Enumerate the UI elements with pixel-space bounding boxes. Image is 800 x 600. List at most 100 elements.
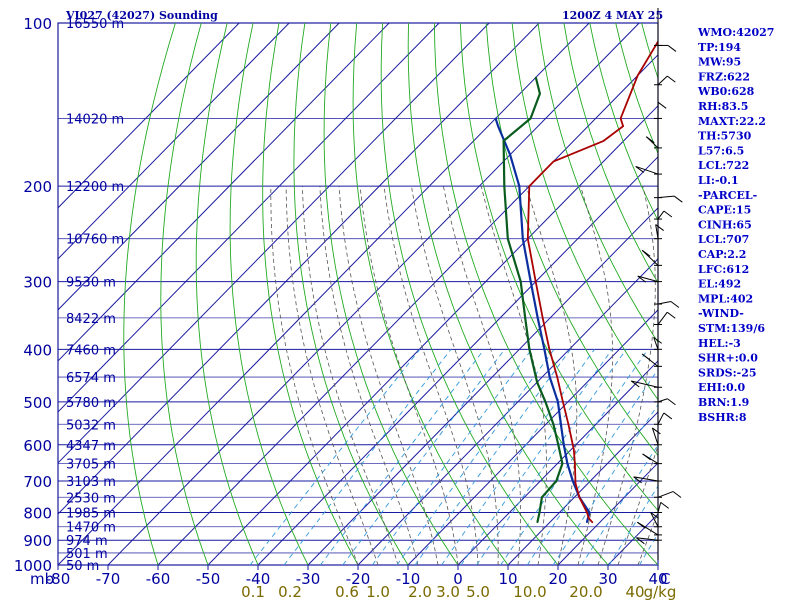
- temperature-tick-label: -70: [96, 570, 121, 588]
- temperature-point: [563, 444, 565, 446]
- wind-barb-feather: [667, 75, 676, 83]
- mixing-ratio-label: 0.6: [335, 583, 359, 600]
- temperature-point: [497, 125, 499, 127]
- wind-barb-shaft: [657, 311, 668, 325]
- parcel-point: [548, 348, 551, 351]
- temperature-point: [560, 423, 562, 426]
- mixing-ratio-label: g/kg: [644, 583, 677, 600]
- wind-barb-shaft: [657, 301, 672, 305]
- wind-barb-shaft: [650, 512, 659, 527]
- dewpoint-point: [519, 280, 522, 283]
- parcel-point: [552, 160, 555, 163]
- wind-barb-feather: [663, 412, 673, 420]
- dewpoint-point: [555, 480, 558, 482]
- sounding-index: EHI:0.0: [698, 381, 745, 394]
- wind-barb-feather: [657, 101, 667, 109]
- wind-barb-feather: [641, 249, 651, 257]
- sounding-index: CINH:65: [698, 218, 752, 231]
- dewpoint-trace: [502, 77, 564, 523]
- dry-adiabat-line: [323, 23, 459, 565]
- parcel-point: [591, 521, 594, 524]
- temperature-tick-label: -80: [46, 570, 71, 588]
- moist-adiabats: [270, 186, 658, 565]
- wind-barbs: [630, 8, 683, 560]
- isotherm-line: [307, 207, 659, 566]
- wind-barb-feather: [636, 537, 645, 545]
- wind-barb-shaft: [657, 412, 665, 425]
- isotherm-line: [57, 22, 590, 566]
- mixing-ratio-lines: [249, 349, 658, 565]
- sounding-index: TP:194: [698, 41, 741, 54]
- moist-adiabat-line: [480, 186, 547, 565]
- wind-barb-shaft: [657, 398, 668, 403]
- isotherm-line: [557, 462, 659, 566]
- dewpoint-point: [561, 462, 564, 465]
- height-label: 1470 m: [66, 521, 116, 536]
- parcel-point: [619, 117, 622, 120]
- wind-barb-shaft: [657, 491, 674, 498]
- temperature-tick-label: 0: [453, 570, 463, 588]
- dewpoint-point: [544, 401, 547, 403]
- mixing-ratio-label: 40: [625, 583, 644, 600]
- temperature-tick-label: 10: [498, 570, 517, 588]
- mixing-ratio-line: [249, 349, 421, 565]
- dewpoint-point: [536, 381, 538, 384]
- mixing-ratio-line: [441, 349, 595, 565]
- wind-barb-feather: [633, 476, 642, 484]
- temperature-tick-label: -40: [246, 570, 271, 588]
- mixing-ratio-label: 3.0: [436, 583, 460, 600]
- moist-adiabat-line: [443, 186, 521, 565]
- height-label: 2530 m: [66, 491, 116, 506]
- temperature-point: [509, 153, 511, 156]
- wind-barb-feather: [663, 210, 673, 218]
- pressure-tick-label: 400: [23, 341, 52, 359]
- parcel-point: [541, 317, 544, 319]
- moist-adiabat-line: [319, 186, 419, 565]
- sounding-index: WMO:42027: [697, 26, 774, 39]
- dewpoint-point: [528, 348, 531, 351]
- sounding-index: LCL:722: [698, 159, 749, 172]
- temperature-point: [588, 511, 591, 514]
- isotherm-line: [57, 22, 340, 311]
- sounding-index: BSHR:8: [698, 411, 747, 424]
- wind-barb-feather: [637, 275, 647, 283]
- mixing-ratio-line: [581, 444, 658, 565]
- moist-adiabat-line: [285, 186, 379, 565]
- dry-adiabats: [123, 23, 658, 565]
- wind-barb-feather: [674, 195, 683, 203]
- mixing-ratio-label: 0.2: [278, 583, 302, 600]
- height-label: 14020 m: [66, 112, 124, 127]
- height-label: 12200 m: [66, 180, 124, 195]
- dewpoint-point: [524, 317, 526, 319]
- height-label: 6574 m: [66, 371, 116, 386]
- wind-barb-feather: [641, 353, 651, 361]
- height-label: 7460 m: [66, 343, 116, 358]
- dry-adiabat-line: [229, 23, 309, 565]
- height-label: 974 m: [66, 534, 108, 549]
- mixing-ratio-label: 1.0: [366, 583, 390, 600]
- wind-barb-shaft: [653, 337, 659, 350]
- sounding-index: FRZ:622: [698, 70, 750, 83]
- dewpoint-point: [503, 185, 506, 187]
- temperature-point: [536, 317, 539, 319]
- height-label: 4347 m: [66, 439, 116, 454]
- moist-adiabat-line: [302, 186, 399, 565]
- sounding-index: WB0:628: [697, 85, 755, 98]
- temperature-point: [566, 462, 569, 465]
- sounding-index: SRDS:-25: [698, 366, 757, 379]
- temperature-point: [522, 237, 524, 240]
- mixing-ratio-label: 10.0: [513, 583, 546, 600]
- sounding-index: SHR+:0.0: [698, 352, 758, 365]
- parcel-point: [622, 125, 624, 127]
- dewpoint-point: [535, 76, 537, 79]
- wind-barb-shaft: [655, 224, 659, 239]
- dry-adiabat-line: [407, 23, 609, 565]
- mixing-ratio-label: 0.1: [241, 583, 265, 600]
- parcel-point: [567, 423, 570, 426]
- isotherm-line: [107, 22, 640, 566]
- moist-adiabat-line: [411, 186, 499, 565]
- sounding-index: L57:6.5: [698, 144, 744, 157]
- temperature-tick-label: 40: [648, 570, 667, 588]
- wind-barb-feather: [630, 380, 640, 388]
- height-label: 5780 m: [66, 396, 116, 411]
